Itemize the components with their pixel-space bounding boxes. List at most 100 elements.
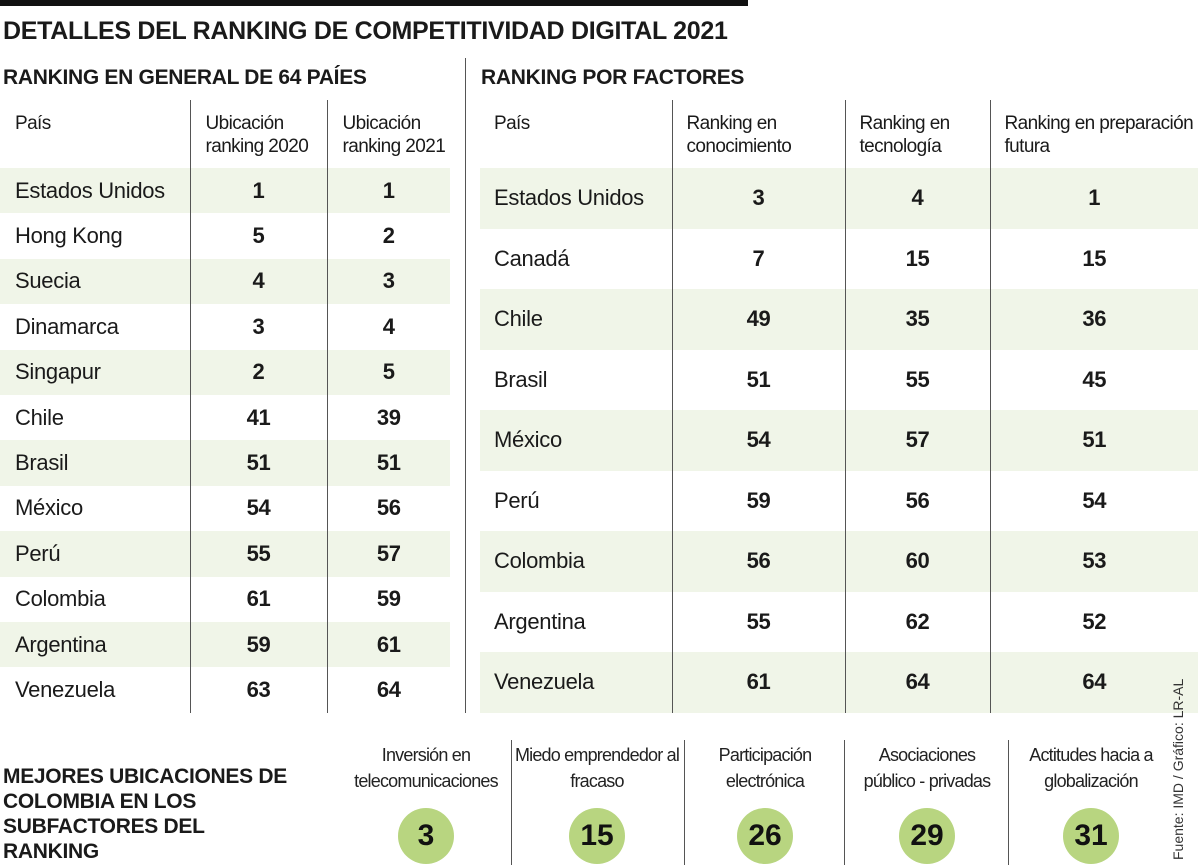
country-cell: Chile (480, 289, 672, 350)
rank-cell: 56 (326, 485, 450, 532)
country-cell: Singapur (0, 349, 190, 395)
rank-cell: 57 (844, 410, 990, 471)
subfactor-label: Participación electrónica (718, 745, 812, 791)
rank-cell: 3 (326, 258, 450, 305)
header-2020: Ubicación ranking 2020 (189, 100, 327, 168)
table-row: Venezuela 63 64 (0, 667, 450, 713)
rank-cell: 55 (671, 591, 845, 652)
country-cell: Perú (0, 531, 190, 577)
rank-cell: 36 (989, 289, 1198, 350)
country-cell: Estados Unidos (0, 168, 190, 214)
table-row: Dinamarca 3 4 (0, 304, 450, 350)
subfactor-label: Inversión en telecomunicaciones (354, 745, 499, 791)
subfactor-label: Actitudes hacia a globalización (1029, 745, 1153, 791)
table-row: Chile 41 39 (0, 394, 450, 441)
country-cell: Colombia (15, 586, 106, 612)
divider (844, 740, 845, 865)
country-cell: Argentina (494, 608, 586, 634)
rank-cell: 61 (189, 576, 327, 622)
source-credit: Fuente: IMD / Gráfico: LR-AL (1170, 678, 1186, 860)
country-cell: Argentina (0, 621, 190, 668)
header-country: País (15, 113, 51, 134)
rank-cell: 64 (326, 667, 450, 713)
rank-cell: 56 (671, 531, 845, 592)
factor-ranking-table: País Ranking en conocimiento Ranking en … (480, 100, 1198, 713)
subfactor-item: Miedo emprendedor al fracaso 15 (514, 742, 680, 865)
subfactor-label: Miedo emprendedor al fracaso (514, 745, 680, 791)
rank-cell: 4 (326, 304, 450, 350)
rank-cell: 60 (844, 531, 990, 592)
top-rule (0, 0, 748, 6)
general-ranking-table: País Ubicación ranking 2020 Ubicación ra… (0, 100, 450, 713)
divider (1008, 740, 1009, 865)
country-cell: Brasil (494, 366, 548, 392)
header-knowledge: Ranking en conocimiento (671, 100, 845, 168)
country-cell: Brasil (0, 440, 190, 486)
header-technology: Ranking en tecnología (844, 100, 990, 168)
rank-cell: 51 (989, 410, 1198, 471)
table-row: Perú 59 56 54 (480, 470, 1198, 531)
country-cell: Venezuela (15, 676, 116, 702)
rank-cell: 59 (671, 470, 845, 531)
rank-cell: 3 (189, 304, 327, 350)
country-cell: Dinamarca (15, 313, 119, 339)
rank-cell: 54 (989, 470, 1198, 531)
rank-cell: 56 (844, 470, 990, 531)
header-2021: Ubicación ranking 2021 (326, 100, 450, 168)
subfactor-rank-badge: 31 (1063, 808, 1119, 864)
country-cell: Hong Kong (15, 223, 123, 249)
subfactor-rank-badge: 29 (899, 808, 955, 864)
subfactors-title: MEJORES UBICACIONES DE COLOMBIA EN LOS S… (3, 765, 287, 863)
table-row: Canadá 7 15 15 (480, 228, 1198, 289)
rank-cell: 1 (189, 168, 327, 214)
table-row: Colombia 61 59 (0, 576, 450, 622)
rank-cell: 49 (671, 289, 845, 350)
rank-cell: 4 (189, 258, 327, 305)
rank-cell: 64 (989, 652, 1198, 713)
rank-cell: 54 (189, 485, 327, 532)
rank-cell: 15 (844, 228, 990, 289)
country-cell: Chile (15, 404, 64, 430)
header-country: País (494, 113, 530, 134)
rank-cell: 7 (671, 228, 845, 289)
rank-cell: 51 (189, 440, 327, 486)
rank-cell: 57 (326, 531, 450, 577)
table-row: Hong Kong 5 2 (0, 213, 450, 259)
table-row: Argentina 59 61 (0, 621, 450, 668)
header-future-readiness: Ranking en preparación futura (989, 100, 1198, 168)
rank-cell: 35 (844, 289, 990, 350)
rank-cell: 62 (844, 591, 990, 652)
table-row: Estados Unidos 3 4 1 (480, 168, 1198, 229)
subfactor-item: Actitudes hacia a globalización 31 (1014, 742, 1168, 865)
rank-cell: 54 (671, 410, 845, 471)
rank-cell: 41 (189, 394, 327, 441)
table-row: Brasil 51 51 (0, 440, 450, 486)
rank-cell: 5 (189, 213, 327, 259)
table-row: Singapur 2 5 (0, 349, 450, 395)
country-cell: Perú (494, 487, 540, 513)
rank-cell: 59 (189, 621, 327, 668)
rank-cell: 39 (326, 394, 450, 441)
table-row: Colombia 56 60 53 (480, 531, 1198, 592)
rank-cell: 52 (989, 591, 1198, 652)
rank-cell: 55 (844, 349, 990, 410)
table-row: Argentina 55 62 52 (480, 591, 1198, 652)
table-row: Chile 49 35 36 (480, 289, 1198, 350)
country-cell: Suecia (0, 258, 190, 305)
table-row: Perú 55 57 (0, 531, 450, 577)
page-title: DETALLES DEL RANKING DE COMPETITIVIDAD D… (3, 17, 728, 45)
rank-cell: 4 (844, 168, 990, 229)
rank-cell: 2 (326, 213, 450, 259)
rank-cell: 53 (989, 531, 1198, 592)
rank-cell: 1 (326, 168, 450, 214)
country-cell: Estados Unidos (480, 168, 672, 229)
rank-cell: 3 (671, 168, 845, 229)
rank-cell: 5 (326, 349, 450, 395)
rank-cell: 51 (671, 349, 845, 410)
subfactor-item: Inversión en telecomunicaciones 3 (345, 742, 507, 865)
country-cell: Colombia (480, 531, 672, 592)
rank-cell: 51 (326, 440, 450, 486)
divider (684, 740, 685, 865)
table-row: Estados Unidos 1 1 (0, 168, 450, 214)
country-cell: Canadá (494, 245, 570, 271)
